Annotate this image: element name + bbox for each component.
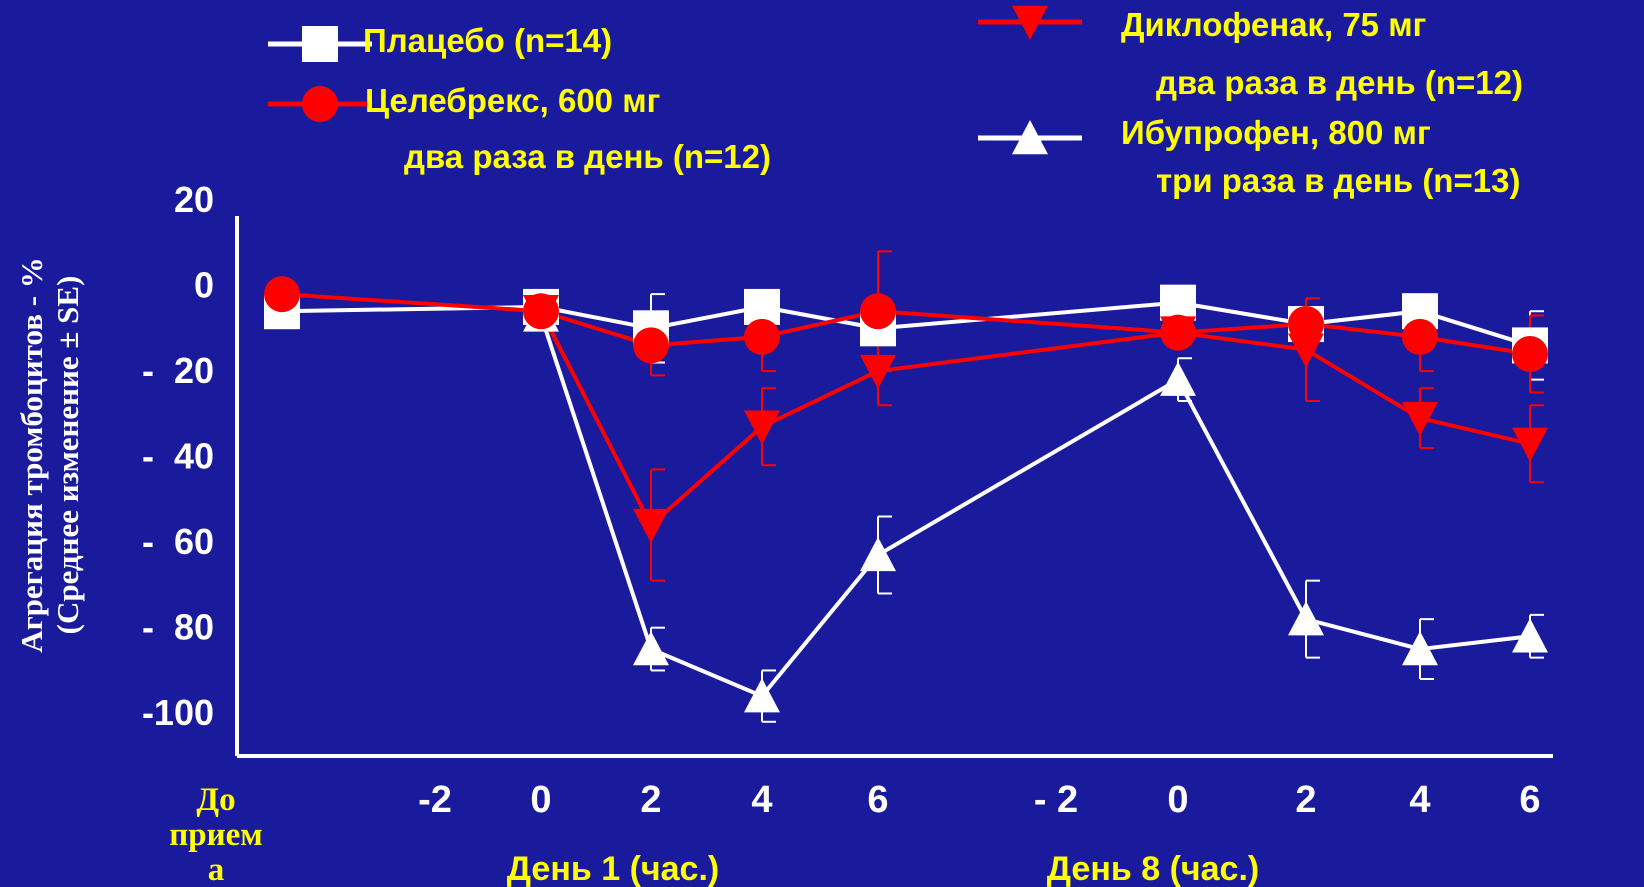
y-axis-label: Агрегация тромбоцитов - % (Среднее измен… <box>14 165 86 745</box>
legend-marker <box>1012 120 1048 155</box>
legend-label-ibuprofen: Ибупрофен, 800 мг <box>1121 116 1431 149</box>
data-point <box>744 318 780 355</box>
legend-symbol <box>978 5 1082 41</box>
y-tick-label: -100 <box>142 692 214 733</box>
legend-marker <box>302 26 338 62</box>
data-point <box>860 354 896 390</box>
data-point <box>633 508 669 544</box>
data-point <box>1512 618 1548 653</box>
data-point <box>523 293 559 330</box>
data-point <box>1402 631 1438 666</box>
y-axis-label-line-2: (Среднее изменение ± SE) <box>50 275 85 635</box>
legend-label-celebrex: Целебрекс, 600 мг <box>365 84 660 117</box>
x-baseline-label: прием <box>169 817 263 853</box>
x-baseline-label: а <box>208 852 225 887</box>
x-tick-label: 2 <box>640 779 661 821</box>
legend-placebo-line-1: Плацебо (n=14) <box>363 22 613 59</box>
legend-label-diclofenac-2: два раза в день (n=12) <box>1156 66 1523 99</box>
data-point <box>744 410 780 445</box>
x-tick-label: 4 <box>1409 779 1430 821</box>
x-tick-label: 4 <box>751 779 772 821</box>
data-point <box>1160 361 1196 396</box>
x-day-label: День 1 (час.) <box>507 850 719 887</box>
data-point <box>860 536 896 572</box>
data-point <box>633 631 669 666</box>
x-tick-label: - 2 <box>1034 779 1078 821</box>
data-point <box>1402 401 1438 437</box>
x-day-label: День 8 (час.) <box>1047 850 1259 887</box>
x-tick-label: 0 <box>530 779 551 821</box>
legend-diclofenac-line-2: два раза в день (n=12) <box>1156 64 1523 101</box>
legend-ibuprofen-line-1: Ибупрофен, 800 мг <box>1121 114 1431 151</box>
data-point <box>860 293 896 330</box>
legend-symbol <box>268 86 372 122</box>
x-tick-label: 6 <box>867 779 888 821</box>
legend-symbol <box>978 120 1082 155</box>
legend-label-placebo: Плацебо (n=14) <box>363 24 612 57</box>
legend-label-ibuprofen-2: три раза в день (n=13) <box>1156 164 1520 197</box>
x-tick-label: 2 <box>1295 779 1316 821</box>
data-point <box>633 327 669 364</box>
legend-symbol <box>268 26 372 62</box>
x-tick-label: -2 <box>418 779 452 821</box>
series-line <box>539 310 1531 529</box>
legend-label-diclofenac: Диклофенак, 75 мг <box>1121 8 1426 41</box>
data-point <box>1402 318 1438 355</box>
legend-diclofenac-line-1: Диклофенак, 75 мг <box>1121 6 1427 43</box>
x-tick-label: 6 <box>1519 779 1540 821</box>
y-tick-label: 0 <box>194 265 214 306</box>
series-line <box>281 300 1531 348</box>
legend-marker <box>302 86 338 122</box>
legend-marker <box>1012 5 1048 41</box>
data-point <box>1288 601 1324 636</box>
series-line <box>539 314 1531 699</box>
data-point <box>744 678 780 713</box>
y-axis-label-line-1: Агрегация тромбоцитов - % <box>14 257 49 653</box>
data-point <box>1160 314 1196 351</box>
x-tick-label: 0 <box>1167 779 1188 821</box>
legend-ibuprofen-line-2: три раза в день (n=13) <box>1156 162 1521 199</box>
y-tick-label: - 60 <box>142 521 214 562</box>
data-point <box>1288 306 1324 343</box>
data-point <box>264 276 300 313</box>
legend-label-celebrex-2: два раза в день (n=12) <box>404 140 771 173</box>
legend-celebrex-line-1: Целебрекс, 600 мг <box>365 82 661 119</box>
y-tick-label: 20 <box>174 179 214 220</box>
y-tick-label: - 40 <box>142 436 214 477</box>
y-tick-label: - 80 <box>142 607 214 648</box>
data-point <box>1288 333 1324 368</box>
y-tick-label: - 20 <box>142 350 214 391</box>
data-point <box>1512 335 1548 372</box>
data-point <box>1512 427 1548 462</box>
legend-celebrex-line-2: два раза в день (n=12) <box>404 138 771 175</box>
x-baseline-label: До <box>196 782 235 818</box>
